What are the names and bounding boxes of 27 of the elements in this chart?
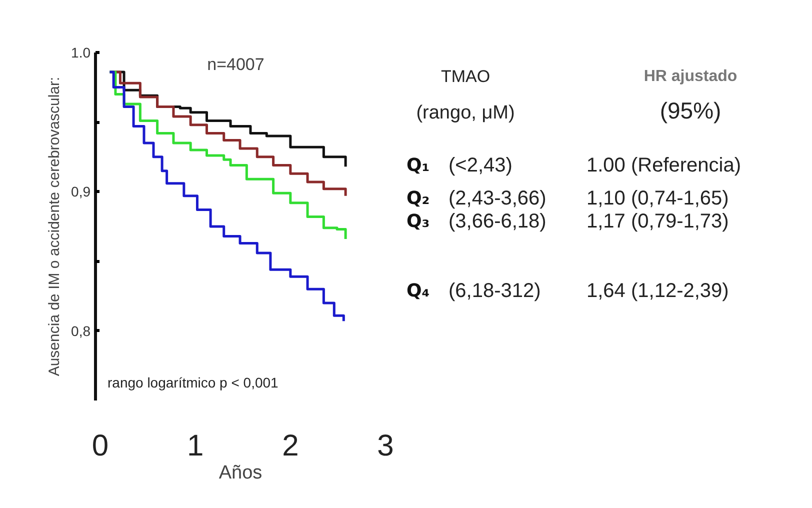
text: 1,10 (0,74-1,65) [586, 187, 729, 210]
y-axis-title: Ausencia de IM o accidente cerebrovascular: [46, 76, 64, 376]
x-tick-label: 3 [377, 430, 394, 462]
text: (rango, μM) [416, 102, 515, 124]
text: Q₁ [406, 155, 430, 176]
text: (<2,43) [448, 154, 512, 177]
x-axis-title: Años [218, 462, 262, 484]
annotation: rango logarítmico p < 0,001 [108, 374, 279, 390]
text: 1,64 (1,12-2,39) [586, 280, 729, 302]
x-tick-label: 1 [186, 430, 204, 462]
x-tick-label: 0 [92, 430, 109, 462]
text: (6,18-312) [448, 280, 541, 302]
y-tick-label: 1.0 [71, 44, 91, 60]
text: HR ajustado [644, 68, 738, 85]
text: 1,17 (0,79-1,73) [586, 210, 729, 233]
x-tick-label: 2 [282, 430, 299, 462]
text: Q₂ [406, 188, 430, 209]
y-tick-label: 0,9 [71, 184, 91, 200]
text: (3,66-6,18) [448, 210, 546, 233]
annotation: n=4007 [207, 55, 264, 74]
text: 1.00 (Referencia) [586, 154, 742, 177]
text: Q₄ [406, 280, 430, 302]
text: TMAO [440, 66, 490, 86]
text: (2,43-3,66) [448, 187, 546, 210]
text: (95%) [660, 98, 722, 124]
y-tick-label: 0,8 [71, 322, 91, 339]
text: Q₃ [406, 211, 430, 232]
